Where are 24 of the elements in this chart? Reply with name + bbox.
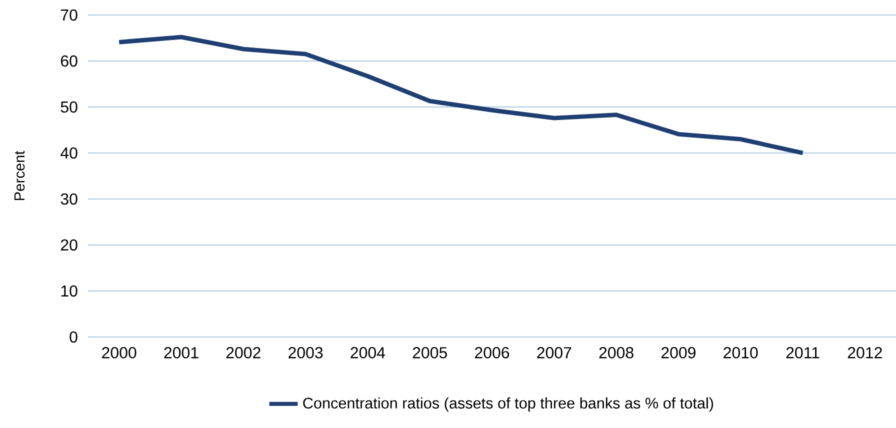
x-tick-label: 2004 xyxy=(350,347,386,358)
x-tick-label: 2007 xyxy=(537,347,572,358)
y-tick-label: 0 xyxy=(70,331,78,343)
y-tick-label: 40 xyxy=(60,147,78,159)
x-tick-label: 2011 xyxy=(786,347,820,358)
y-tick-label: 30 xyxy=(60,193,78,205)
x-tick-label: 2006 xyxy=(475,347,510,358)
x-tick-label: 2000 xyxy=(102,347,136,358)
x-tick-label: 2001 xyxy=(164,347,198,358)
x-tick-label: 2005 xyxy=(412,347,447,358)
x-tick-label: 2002 xyxy=(226,347,260,358)
line-series xyxy=(116,34,805,156)
x-tick-label: 2008 xyxy=(599,347,634,358)
y-axis-title: Percent xyxy=(14,150,25,200)
x-tick-label: 2010 xyxy=(724,347,758,358)
y-tick-label: 10 xyxy=(61,285,78,297)
y-tick-label: 20 xyxy=(60,239,78,251)
x-tick-label: 2003 xyxy=(288,347,323,358)
x-tick-label: 2009 xyxy=(661,347,696,358)
legend-label: Concentration ratios (assets of top three banks as % of total) xyxy=(303,397,714,412)
y-tick-label: 70 xyxy=(60,9,78,21)
y-tick-label: 60 xyxy=(60,55,78,67)
y-tick-label: 50 xyxy=(60,101,78,113)
x-tick-label: 2012 xyxy=(848,347,882,358)
